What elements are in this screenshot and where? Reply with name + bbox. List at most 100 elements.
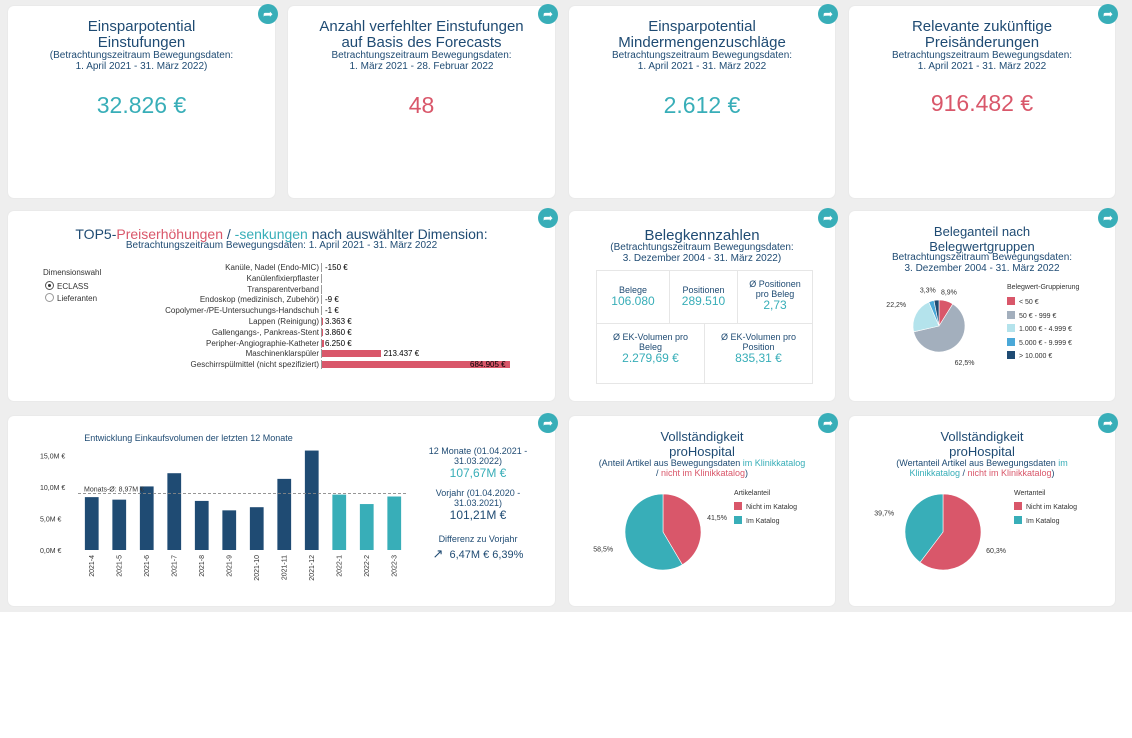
card-einsparpotential-mindermengen: ➦ Einsparpotential Mindermengenzuschläge … bbox=[569, 4, 838, 198]
dimension-radio-group: ECLASS Lieferanten bbox=[45, 281, 97, 305]
card-einkaufsvolumen: ➦ Entwicklung Einkaufsvolumen der letzte… bbox=[8, 413, 558, 606]
card-subtitle: Betrachtungszeitraum Bewegungsdaten: 1. … bbox=[125, 240, 438, 251]
top5-row: Kanüle, Nadel (Endo-MIC) -150 € bbox=[8, 262, 555, 273]
pie-slice-label: 62,5% bbox=[955, 360, 975, 367]
legend-title: Belegwert-Gruppierung bbox=[1007, 284, 1080, 291]
top5-bar bbox=[322, 328, 324, 336]
bar bbox=[359, 504, 374, 550]
kpi-ek-volumen-pro-beleg: Ø EK-Volumen pro Beleg 2.279,69 € bbox=[612, 332, 689, 365]
x-tick-label: 2021-4 bbox=[89, 555, 96, 577]
bar bbox=[84, 497, 99, 550]
bar bbox=[194, 500, 209, 550]
card-einsparpotential-einstufungen: ➦ Einsparpotential Einstufungen (Betracht… bbox=[8, 4, 278, 198]
top5-row-label: Maschinenklarspüler bbox=[245, 349, 319, 359]
bar bbox=[139, 486, 154, 550]
bar bbox=[222, 510, 237, 550]
card-top5-preisaenderungen: ➦ TOP5-Preiserhöhungen / -senkungen nach… bbox=[8, 208, 558, 401]
x-tick-label: 2022-3 bbox=[391, 555, 398, 577]
legend-label: Nicht im Katalog bbox=[746, 504, 797, 511]
legend-swatch bbox=[734, 515, 742, 524]
top5-value-label: 3.363 € bbox=[325, 317, 352, 326]
top5-value-label: 6.250 € bbox=[325, 338, 352, 348]
share-icon[interactable]: ➦ bbox=[538, 4, 558, 24]
top5-bar bbox=[322, 318, 323, 325]
share-icon[interactable]: ➦ bbox=[538, 208, 558, 228]
vollstaendigkeit-wertanteil-pie-chart: 60,3% 39,7% bbox=[874, 493, 1006, 571]
top5-row: Kanülenfixierpflaster bbox=[8, 273, 555, 284]
share-icon[interactable]: ➦ bbox=[818, 413, 838, 433]
pie-slice-label: 41,5% bbox=[707, 515, 727, 522]
bar bbox=[167, 473, 182, 550]
card-title: Anzahl verfehlter Einstufungen auf Basis … bbox=[319, 18, 524, 51]
bar bbox=[304, 450, 319, 550]
legend-swatch bbox=[1007, 324, 1015, 332]
top5-row-axis bbox=[321, 284, 322, 294]
chart-title: Entwicklung Einkaufsvolumen der letzten … bbox=[84, 433, 293, 443]
card-vollstaendigkeit-anteil: ➦ Vollständigkeit proHospital (Anteil Art… bbox=[569, 413, 838, 606]
legend-label: Im Katalog bbox=[1026, 517, 1060, 525]
legend-swatch bbox=[1014, 515, 1022, 524]
card-subtitle: (Betrachtungszeitraum Bewegungsdaten: 3. … bbox=[610, 242, 794, 264]
bar bbox=[249, 507, 264, 550]
belegwert-pie-chart: 8,9% 62,5% 22,2% 3,3% bbox=[886, 288, 975, 367]
share-icon[interactable]: ➦ bbox=[1098, 4, 1118, 24]
card-title: Einsparpotential Einstufungen bbox=[87, 18, 196, 51]
top5-row-axis bbox=[321, 349, 322, 359]
y-tick-label: 5,0M € bbox=[40, 517, 62, 524]
top5-row-label: Gallengangs-, Pankreas-Stent bbox=[211, 327, 319, 337]
top5-row-label: Copolymer-/PE-Untersuchungs-Handschuh bbox=[165, 306, 319, 316]
top5-value-label: -9 € bbox=[325, 295, 339, 305]
kpi-belege: Belege 106.080 bbox=[611, 285, 655, 308]
pie-slice-label: 3,3% bbox=[920, 288, 936, 295]
top5-value-label: -150 € bbox=[325, 263, 348, 272]
x-tick-label: 2021-7 bbox=[171, 555, 178, 577]
share-icon[interactable]: ➦ bbox=[258, 4, 278, 24]
top5-row-label: Lappen (Reinigung) bbox=[248, 317, 319, 326]
kpi-value: 32.826 € bbox=[96, 92, 187, 118]
legend-item[interactable]: > 10.000 € bbox=[1007, 351, 1052, 361]
legend-item[interactable]: 1.000 € - 4.999 € bbox=[1007, 324, 1072, 334]
top5-row: Lappen (Reinigung) 3.363 € bbox=[8, 316, 555, 327]
share-icon[interactable]: ➦ bbox=[1098, 413, 1118, 433]
legend-swatch bbox=[1014, 502, 1022, 510]
legend-item[interactable]: Im Katalog bbox=[1014, 515, 1060, 526]
card-title: Vollständigkeit proHospital bbox=[660, 429, 744, 459]
radio-eclass[interactable]: ECLASS bbox=[45, 281, 97, 293]
top5-value-label: -1 € bbox=[325, 306, 339, 316]
share-icon[interactable]: ➦ bbox=[538, 413, 558, 433]
radio-selected-icon bbox=[45, 281, 54, 290]
legend-item[interactable]: 5.000 € - 9.999 € bbox=[1007, 337, 1072, 348]
legend-label: > 10.000 € bbox=[1019, 353, 1053, 360]
legend-item[interactable]: < 50 € bbox=[1007, 297, 1039, 307]
card-title: Beleganteil nach Belegwertgruppen bbox=[929, 224, 1035, 254]
bar bbox=[332, 494, 347, 550]
legend-item[interactable]: Nicht im Katalog bbox=[1014, 502, 1077, 512]
kpi-value: 2.612 € bbox=[663, 92, 741, 118]
kpi-positionen: Positionen 289.510 bbox=[681, 285, 726, 308]
card-title: Vollständigkeit proHospital bbox=[940, 429, 1024, 459]
legend-label: Im Katalog bbox=[746, 517, 780, 525]
top5-bar bbox=[322, 339, 324, 347]
card-title: TOP5-Preiserhöhungen / -senkungen nach a… bbox=[75, 226, 488, 242]
top5-row-axis bbox=[321, 295, 322, 305]
pie-slice-label: 60,3% bbox=[986, 548, 1006, 555]
pie-slice-label: 8,9% bbox=[941, 289, 957, 296]
ekvol-difference: ↗ 6,47M € 6,39% bbox=[432, 546, 524, 561]
top5-row-axis bbox=[321, 338, 322, 348]
legend-swatch bbox=[734, 502, 742, 510]
share-icon[interactable]: ➦ bbox=[818, 208, 838, 228]
legend-item[interactable]: Im Katalog bbox=[734, 515, 780, 526]
pie-slice-label: 39,7% bbox=[874, 510, 894, 517]
share-icon[interactable]: ➦ bbox=[1098, 208, 1118, 228]
ekvol-current-value: 107,67M € bbox=[449, 466, 507, 480]
card-vollstaendigkeit-wertanteil: ➦ Vollständigkeit proHospital (Wertanteil… bbox=[849, 413, 1118, 606]
top5-row: Gallengangs-, Pankreas-Stent 3.860 € bbox=[8, 327, 555, 338]
x-tick-label: 2021-8 bbox=[199, 555, 206, 577]
top5-row-label: Transparentverband bbox=[247, 284, 319, 294]
legend-item[interactable]: Nicht im Katalog bbox=[734, 502, 797, 512]
share-icon[interactable]: ➦ bbox=[818, 4, 838, 24]
ekvol-prior-value: 101,21M € bbox=[449, 508, 507, 522]
radio-lieferanten[interactable]: Lieferanten bbox=[45, 293, 97, 305]
bar bbox=[387, 496, 402, 550]
legend-item[interactable]: 50 € - 999 € bbox=[1007, 310, 1056, 321]
